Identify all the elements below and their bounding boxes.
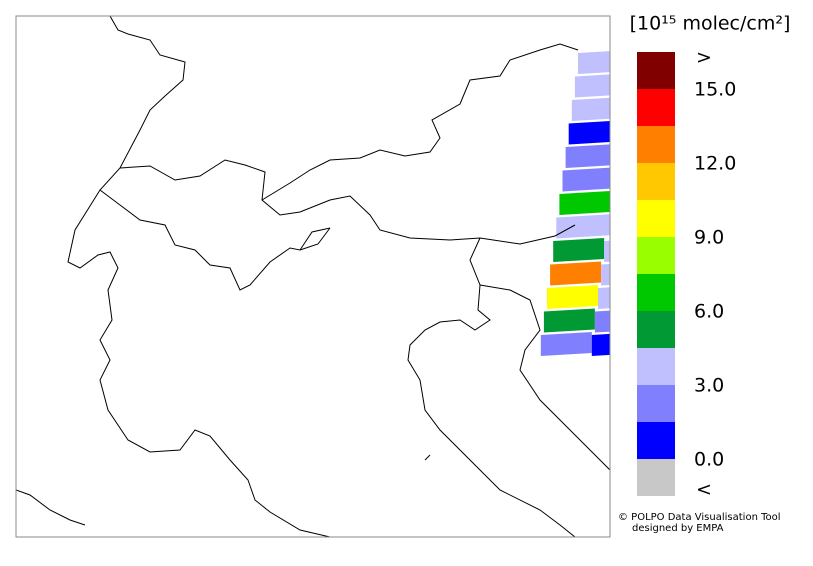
swath: [540, 51, 610, 356]
swath-pixel: [594, 310, 610, 333]
colorbar-box: [637, 459, 675, 496]
colorbar-label: 6.0: [694, 301, 724, 323]
swath-pixel: [568, 121, 610, 145]
colorbar: 0.0 3.0 6.0 9.0 12.0 15.0 > <: [637, 47, 736, 501]
colorbar-title: [10¹⁵ molec/cm²]: [630, 13, 791, 35]
swath-pixel: [547, 284, 598, 309]
colorbar-label: 9.0: [694, 227, 724, 249]
colorbar-label: 15.0: [694, 79, 736, 101]
swath-pixel: [562, 167, 610, 192]
swath-pixel: [598, 287, 610, 309]
colorbar-box: [637, 89, 675, 126]
swath-pixel: [571, 97, 610, 121]
swath-pixel: [591, 333, 610, 356]
colorbar-label: >: [696, 47, 712, 69]
swath-pixel: [559, 190, 610, 215]
borders: [16, 16, 610, 537]
colorbar-box: [637, 237, 675, 274]
swath-pixel: [574, 74, 610, 98]
colorbar-box: [637, 348, 675, 385]
colorbar-box: [637, 200, 675, 237]
colorbar-box: [637, 163, 675, 200]
swath-pixel: [578, 51, 610, 74]
swath-pixel: [601, 263, 610, 286]
colorbar-box: [637, 52, 675, 89]
colorbar-box: [637, 126, 675, 163]
swath-pixel: [540, 331, 592, 356]
colorbar-label: 0.0: [694, 449, 724, 471]
swath-pixel: [550, 261, 602, 286]
swath-pixel: [565, 144, 610, 168]
credit-line: designed by EMPA: [632, 523, 724, 534]
colorbar-box: [637, 422, 675, 459]
colorbar-box: [637, 311, 675, 348]
map-frame: [15, 15, 611, 538]
colorbar-label: 12.0: [694, 153, 736, 175]
colorbar-label: <: [696, 479, 712, 501]
colorbar-box: [637, 274, 675, 311]
swath-pixel: [604, 240, 610, 262]
swath-pixel: [556, 214, 610, 239]
colorbar-label: 3.0: [694, 375, 724, 397]
colorbar-box: [637, 385, 675, 422]
credit-line: © POLPO Data Visualisation Tool: [618, 512, 781, 523]
swath-pixel: [553, 237, 605, 262]
swath-pixel: [543, 308, 595, 333]
